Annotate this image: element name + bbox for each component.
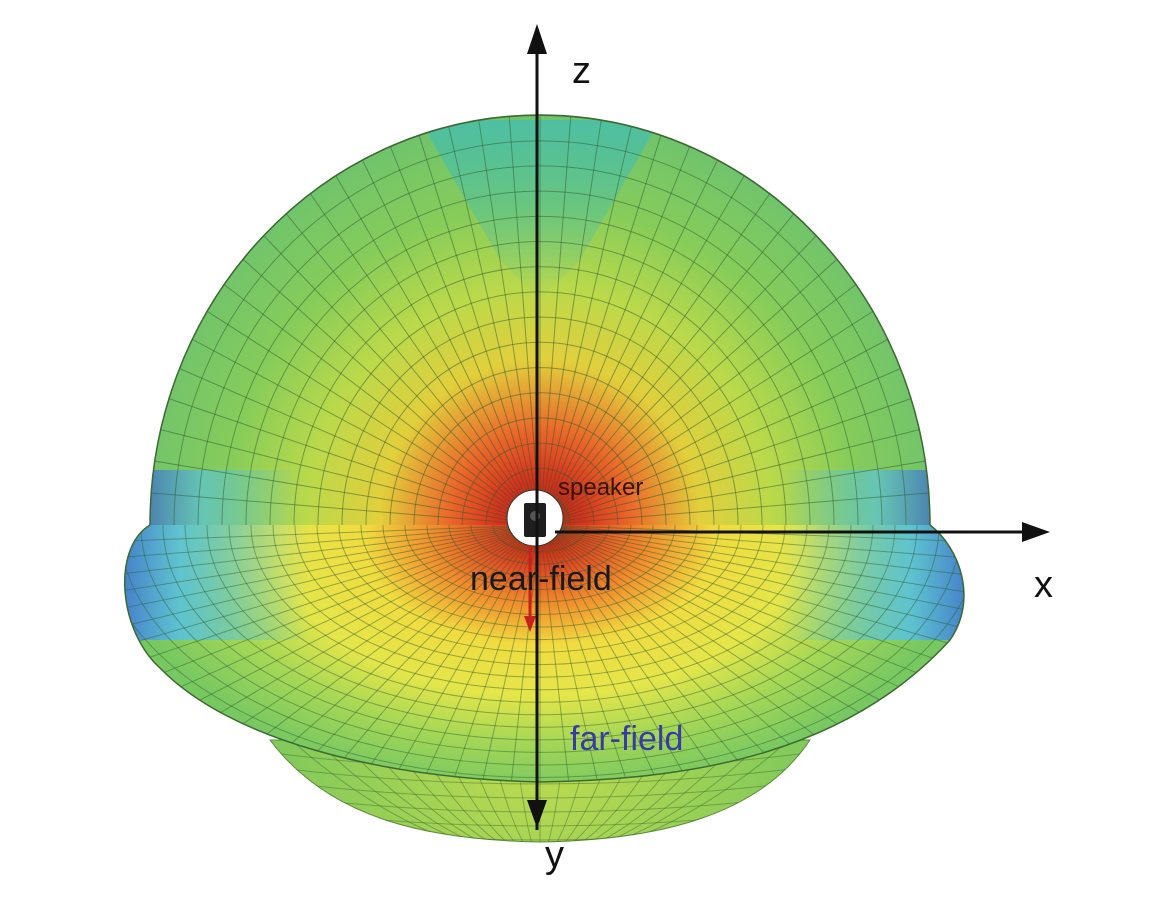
- near-field-label: near-field: [470, 560, 612, 598]
- y-axis-arrow-icon: [527, 800, 547, 828]
- axes: [527, 24, 1050, 830]
- x-axis-arrow-icon: [1022, 522, 1050, 542]
- far-field-label: far-field: [570, 720, 684, 758]
- speaker-label: speaker: [558, 474, 644, 501]
- z-axis-label: z: [572, 50, 591, 92]
- x-axis-label: x: [1034, 564, 1053, 606]
- upper-hemisphere: [149, 114, 931, 526]
- horizontal-disk: [124, 524, 965, 783]
- speaker-icon: [506, 489, 564, 632]
- y-axis-label: y: [545, 834, 564, 876]
- z-axis-arrow-icon: [527, 24, 547, 54]
